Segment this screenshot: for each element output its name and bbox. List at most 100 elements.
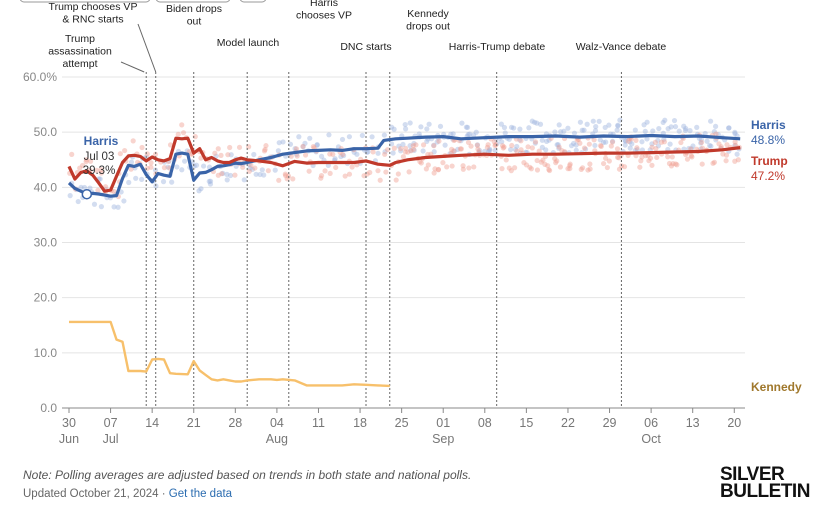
poll-dot: [688, 153, 694, 159]
poll-dot: [655, 143, 662, 149]
poll-dot: [388, 124, 395, 130]
poll-dot: [499, 166, 505, 172]
poll-dot: [668, 163, 675, 169]
poll-dot: [431, 170, 437, 176]
poll-dot: [674, 162, 680, 168]
x-tick-month: Oct: [641, 432, 661, 446]
poll-dot: [632, 127, 638, 133]
poll-dot: [552, 156, 558, 162]
poll-dot: [351, 149, 357, 155]
poll-dot: [406, 169, 412, 175]
poll-dot: [698, 139, 705, 145]
poll-dot: [493, 142, 499, 148]
poll-dot: [598, 143, 604, 149]
poll-dot: [263, 143, 269, 149]
poll-dot: [711, 159, 717, 165]
logo-line-2: BULLETIN: [720, 481, 810, 502]
poll-dot: [402, 126, 409, 132]
poll-dot: [546, 166, 552, 173]
y-tick-label: 60.0%: [23, 70, 57, 84]
poll-dot: [207, 181, 214, 187]
poll-dot: [346, 171, 353, 177]
poll-dot: [148, 164, 154, 170]
poll-dot: [252, 165, 258, 171]
poll-dot: [457, 146, 464, 152]
poll-dot: [232, 172, 238, 178]
poll-dot: [606, 158, 612, 164]
x-tick-month: Sep: [432, 432, 454, 446]
poll-dot: [449, 146, 455, 152]
poll-dot: [473, 129, 479, 135]
poll-dot: [225, 152, 231, 158]
poll-dot: [282, 171, 288, 177]
get-data-link[interactable]: Get the data: [168, 488, 233, 500]
poll-dot: [534, 157, 540, 164]
poll-dot: [476, 147, 483, 154]
poll-dot: [276, 177, 282, 183]
poll-dot: [587, 166, 593, 172]
poll-dot: [539, 144, 545, 150]
event-label: assassination: [48, 46, 112, 58]
poll-dot: [95, 187, 101, 193]
poll-dot: [627, 139, 633, 145]
poll-dot: [698, 140, 704, 146]
poll-dot: [395, 171, 401, 177]
poll-dot: [534, 120, 540, 126]
updated-text: Updated October 21, 2024 ·: [23, 488, 169, 500]
poll-dot: [196, 188, 202, 194]
poll-dot: [529, 145, 535, 151]
poll-dot: [115, 204, 121, 210]
poll-dot: [521, 160, 527, 166]
poll-dot: [165, 164, 171, 170]
poll-dot: [288, 153, 294, 159]
poll-dot: [545, 163, 551, 169]
poll-dot: [236, 144, 243, 150]
poll-dot: [592, 128, 599, 134]
poll-dot: [327, 170, 333, 177]
poll-dot: [219, 171, 225, 177]
trump-end-label: Trump: [751, 154, 788, 168]
event-label: out: [187, 16, 202, 28]
poll-dot: [622, 138, 629, 144]
poll-dot: [694, 124, 700, 130]
poll-dot: [432, 166, 438, 172]
poll-dot: [670, 161, 676, 167]
poll-dot: [382, 149, 388, 155]
poll-dot: [318, 172, 325, 179]
poll-dot: [464, 124, 471, 130]
poll-dot: [634, 147, 640, 153]
poll-dot: [318, 175, 324, 181]
x-tick-label: 14: [145, 416, 159, 430]
poll-dot: [707, 142, 713, 149]
poll-dot: [603, 155, 609, 161]
poll-dot: [622, 142, 628, 148]
poll-dot: [554, 158, 560, 164]
poll-dot: [732, 158, 738, 164]
poll-dot: [257, 171, 263, 178]
poll-dot: [499, 143, 506, 149]
poll-dot: [592, 142, 598, 149]
poll-dot: [332, 156, 338, 162]
poll-dot: [133, 175, 139, 181]
series-line-trump: [67, 136, 741, 193]
poll-dot: [300, 143, 306, 150]
poll-dot: [686, 145, 692, 152]
poll-dot: [526, 125, 532, 131]
poll-dot: [327, 151, 333, 157]
y-tick-label: 10.0: [34, 346, 58, 360]
poll-dot: [475, 146, 481, 152]
poll-dot: [294, 153, 300, 159]
poll-dot: [529, 118, 535, 124]
poll-dot: [542, 161, 548, 167]
poll-dot: [667, 141, 673, 147]
poll-dot: [213, 153, 219, 159]
poll-dot: [517, 126, 523, 132]
poll-dot: [724, 142, 730, 148]
poll-dot: [471, 164, 477, 170]
poll-dot: [290, 176, 296, 182]
poll-dot: [249, 166, 256, 172]
poll-dot: [537, 121, 544, 127]
poll-dot: [554, 142, 560, 148]
poll-dot: [265, 168, 271, 174]
poll-dot: [346, 134, 352, 140]
